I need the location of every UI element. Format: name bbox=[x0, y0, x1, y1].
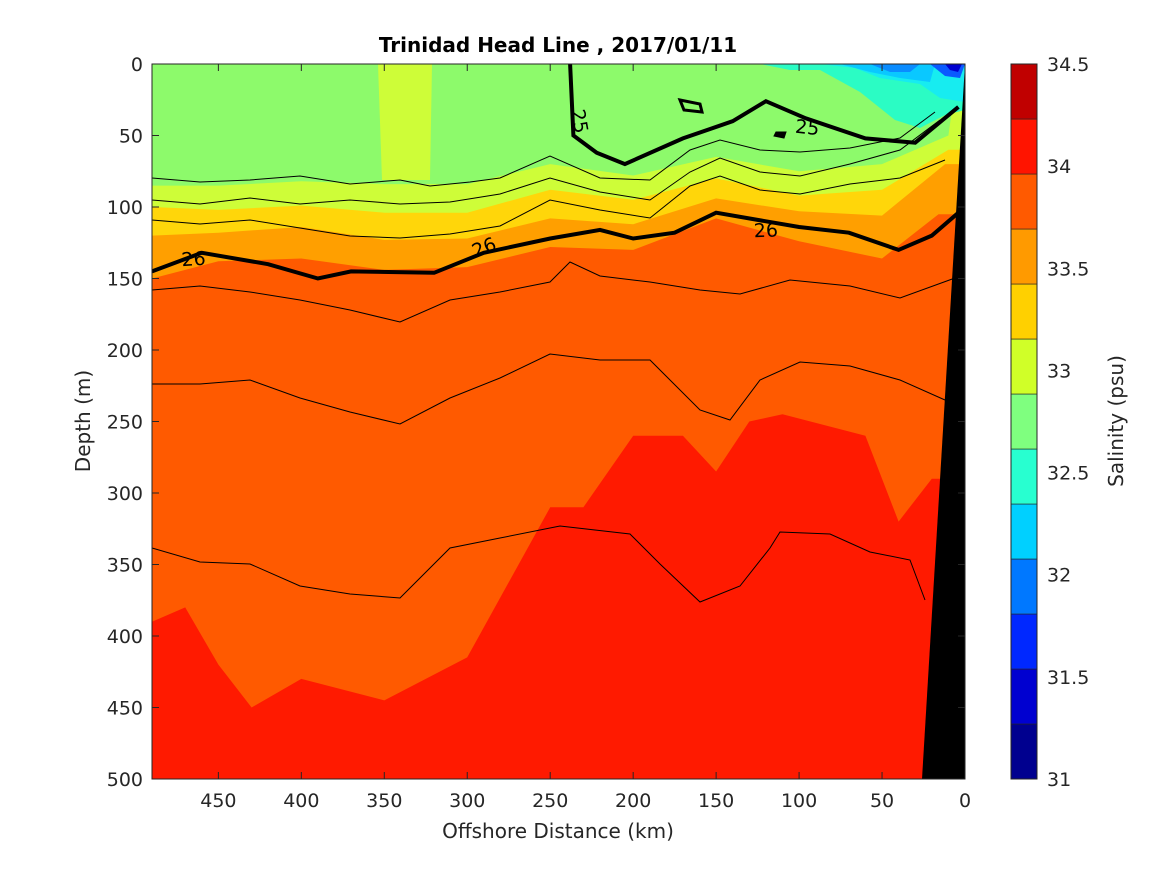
thin-contours bbox=[152, 97, 956, 603]
contour-line bbox=[152, 159, 946, 239]
chart-title: Trinidad Head Line , 2017/01/11 bbox=[379, 33, 737, 57]
contour-label: 25 bbox=[566, 108, 592, 136]
contour-line bbox=[152, 353, 946, 425]
density-contours bbox=[152, 64, 965, 281]
colorbar-segment bbox=[1010, 558, 1038, 615]
x-tick-label: 0 bbox=[959, 790, 971, 812]
x-tick-label: 250 bbox=[532, 790, 568, 812]
colorbar-frame bbox=[1010, 63, 1038, 780]
contour-label: 26 bbox=[181, 248, 207, 272]
colorbar-tick-label: 31 bbox=[1047, 769, 1071, 791]
y-tick-label: 150 bbox=[107, 269, 143, 291]
plot-area bbox=[152, 64, 965, 779]
y-tick-label: 0 bbox=[131, 54, 143, 76]
colorbar-tick-label: 34 bbox=[1047, 156, 1071, 178]
contour-label: 26 bbox=[753, 219, 778, 242]
colorbar-segment bbox=[1010, 228, 1038, 285]
y-tick-label: 450 bbox=[107, 698, 143, 720]
x-tick-label: 150 bbox=[698, 790, 734, 812]
y-tick-label: 350 bbox=[107, 555, 143, 577]
colorbar-segment bbox=[1010, 338, 1038, 395]
y-tick-label: 200 bbox=[107, 340, 143, 362]
x-tick-label: 100 bbox=[781, 790, 817, 812]
contour-closed bbox=[773, 131, 787, 139]
y-axis: 0 50 100 150 200 250 300 350 400 450 500 bbox=[107, 54, 965, 791]
colorbar: 34.5 34 33.5 33 32.5 32 31.5 31 bbox=[1010, 54, 1089, 791]
y-tick-label: 100 bbox=[107, 197, 143, 219]
colorbar-segment bbox=[1010, 173, 1038, 230]
x-tick-label: 200 bbox=[615, 790, 651, 812]
salinity-bands bbox=[152, 64, 965, 708]
x-tick-label: 400 bbox=[283, 790, 319, 812]
x-tick-label: 450 bbox=[200, 790, 236, 812]
colorbar-segment bbox=[1010, 668, 1038, 725]
band-32.75-33.0 bbox=[152, 64, 965, 186]
colorbar-segment bbox=[1010, 118, 1038, 175]
colorbar-label: Salinity (psu) bbox=[1104, 355, 1128, 487]
contour-closed bbox=[677, 97, 704, 114]
contour-line bbox=[152, 111, 936, 187]
band-31-25 bbox=[945, 64, 962, 72]
x-tick-label: 300 bbox=[449, 790, 485, 812]
colorbar-segment bbox=[1010, 613, 1038, 670]
colorbar-segment bbox=[1010, 503, 1038, 560]
x-axis: 450 400 350 300 250 200 150 100 50 0 bbox=[200, 64, 971, 812]
y-tick-label: 400 bbox=[107, 626, 143, 648]
colorbar-segment bbox=[1010, 448, 1038, 505]
contour-26 bbox=[152, 205, 965, 281]
x-tick-label: 50 bbox=[870, 790, 894, 812]
contour-line bbox=[152, 119, 941, 205]
contour-label: 25 bbox=[794, 116, 820, 140]
x-tick-label: 350 bbox=[366, 790, 402, 812]
y-tick-label: 250 bbox=[107, 412, 143, 434]
colorbar-segment bbox=[1010, 63, 1038, 120]
contour-line bbox=[152, 261, 956, 323]
contour-25 bbox=[568, 64, 960, 167]
colorbar-tick-label: 31.5 bbox=[1047, 667, 1089, 689]
contour-line bbox=[152, 525, 926, 603]
colorbar-tick-label: 34.5 bbox=[1047, 54, 1089, 76]
colorbar-tick-label: 33 bbox=[1047, 360, 1071, 382]
colorbar-segment bbox=[1010, 283, 1038, 340]
colorbar-tick-label: 32.5 bbox=[1047, 463, 1089, 485]
y-axis-label: Depth (m) bbox=[71, 370, 95, 472]
y-tick-label: 50 bbox=[119, 126, 143, 148]
band-tongue bbox=[378, 64, 432, 180]
colorbar-tick-label: 32 bbox=[1047, 565, 1071, 587]
surface-fresh-patches bbox=[378, 64, 965, 180]
y-tick-label: 500 bbox=[107, 769, 143, 791]
y-tick-label: 300 bbox=[107, 483, 143, 505]
colorbar-segment bbox=[1010, 393, 1038, 450]
colorbar-segment bbox=[1010, 723, 1038, 780]
shelf-bathymetry bbox=[922, 64, 965, 779]
colorbar-tick-label: 33.5 bbox=[1047, 258, 1089, 280]
x-axis-label: Offshore Distance (km) bbox=[442, 819, 674, 843]
